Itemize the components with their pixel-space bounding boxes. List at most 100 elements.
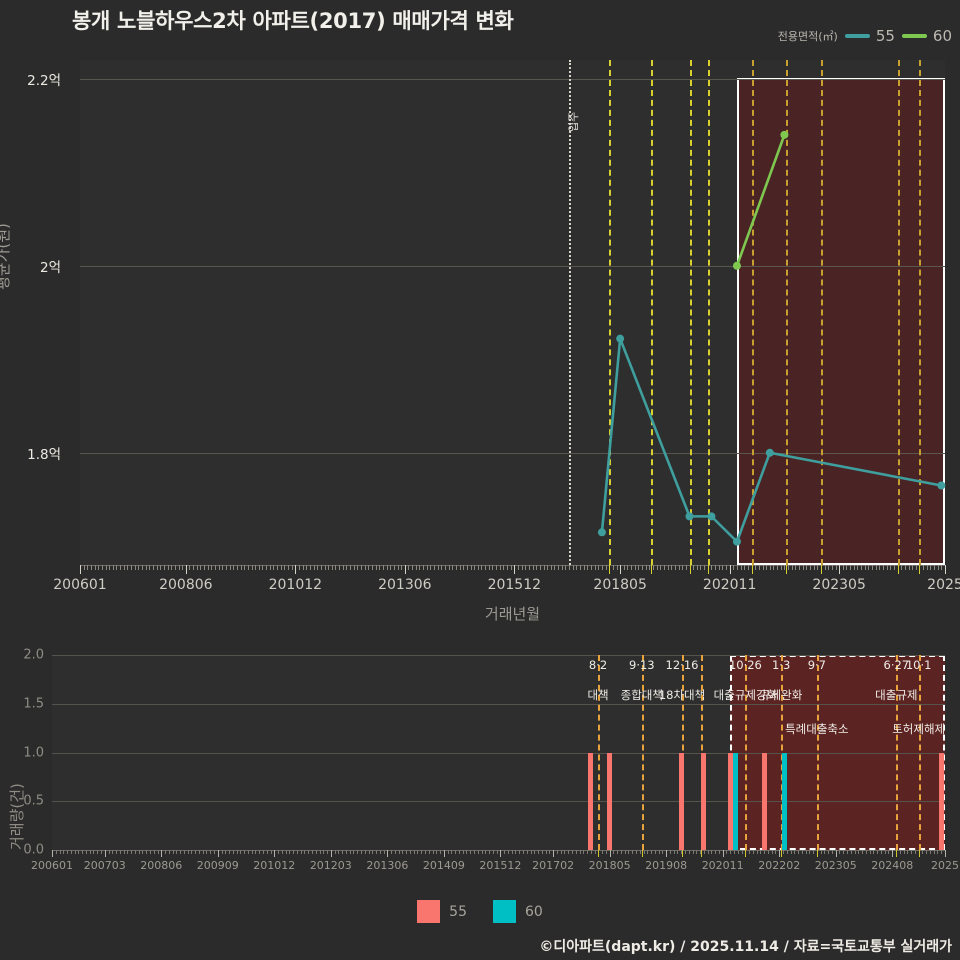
price-x-tick [828, 565, 830, 570]
price-x-tick [236, 565, 238, 570]
volume-x-tick [737, 850, 739, 854]
volume-x-tick [293, 850, 295, 854]
price-x-tick [357, 565, 359, 570]
volume-bar-55[interactable] [607, 752, 613, 850]
volume-x-tick [97, 850, 99, 854]
price-x-tick [868, 565, 870, 570]
volume-x-tick [489, 850, 491, 854]
volume-legend-item-55[interactable]: 55 [417, 900, 467, 923]
price-x-tick-label: 201805 [593, 577, 647, 593]
price-x-tick [390, 565, 392, 570]
price-x-tick [671, 565, 673, 570]
volume-x-tick [74, 850, 76, 854]
price-point-55[interactable] [707, 512, 716, 521]
volume-x-tick [168, 850, 170, 854]
volume-x-tick [805, 850, 807, 854]
volume-x-tick [703, 850, 705, 854]
volume-x-tick [651, 850, 653, 854]
price-x-tick [496, 565, 498, 570]
price-x-tick [824, 565, 826, 570]
price-x-tick [809, 565, 811, 570]
volume-x-tick-label: 200909 [196, 859, 239, 872]
price-point-55[interactable] [732, 537, 741, 546]
volume-x-tick [556, 850, 558, 854]
volume-x-tick [462, 850, 464, 854]
volume-x-tick-major [161, 850, 163, 857]
price-x-tick [912, 565, 914, 570]
volume-x-tick [696, 850, 698, 854]
price-x-tick [90, 565, 92, 570]
volume-x-tick [760, 850, 762, 854]
volume-y-tick-label: 1.0 [23, 745, 44, 760]
price-point-55[interactable] [597, 528, 606, 537]
volume-x-tick [937, 850, 939, 854]
price-x-tick [882, 565, 884, 570]
volume-x-tick [270, 850, 272, 854]
volume-x-tick [409, 850, 411, 854]
volume-x-tick [319, 850, 321, 854]
volume-x-tick [749, 850, 751, 854]
price-x-tick [678, 565, 680, 570]
volume-x-tick [914, 850, 916, 854]
volume-bar-60[interactable] [732, 752, 738, 850]
price-x-tick [543, 565, 545, 570]
volume-bar-55[interactable] [938, 752, 944, 850]
price-x-tick [660, 565, 662, 570]
price-point-55[interactable] [685, 512, 694, 521]
volume-x-tick [658, 850, 660, 854]
volume-bar-55[interactable] [727, 752, 733, 850]
price-x-tick [791, 565, 793, 570]
price-x-tick-label: 2025 [927, 577, 960, 593]
volume-legend-item-60[interactable]: 60 [493, 900, 543, 923]
price-x-tick [850, 565, 852, 570]
volume-x-tick [85, 850, 87, 854]
price-x-tick [211, 565, 213, 570]
volume-x-tick [263, 850, 264, 854]
price-x-tick [649, 565, 651, 570]
price-x-tick [196, 565, 198, 570]
volume-x-tick-label: 201203 [309, 859, 352, 872]
volume-bar-55[interactable] [588, 752, 594, 850]
price-point-60[interactable] [732, 261, 741, 270]
policy-annotation-text: 규제완화 [759, 688, 803, 702]
price-point-55[interactable] [616, 334, 625, 343]
price-point-55[interactable] [765, 448, 774, 457]
volume-x-tick [741, 850, 743, 854]
volume-bar-60[interactable] [781, 752, 787, 850]
price-x-tick [200, 565, 202, 570]
volume-x-tick [466, 850, 468, 854]
volume-bar-55[interactable] [701, 752, 707, 850]
price-x-tick [258, 565, 260, 570]
policy-x-tick-volume [918, 850, 920, 857]
volume-bar-55[interactable] [678, 752, 684, 850]
price-x-tick [532, 565, 534, 570]
price-x-tick [802, 565, 804, 570]
price-x-tick [656, 565, 658, 570]
price-x-tick [689, 565, 691, 570]
volume-x-tick [67, 850, 69, 854]
volume-x-tick [847, 850, 849, 854]
policy-x-tick [751, 565, 753, 574]
price-x-tick [762, 565, 764, 570]
volume-x-tick [926, 850, 928, 854]
volume-x-tick-major [892, 850, 894, 857]
volume-x-tick [383, 850, 385, 854]
legend-item-55[interactable]: 55 [844, 27, 895, 45]
price-point-55[interactable] [937, 481, 946, 490]
volume-x-tick [711, 850, 713, 854]
price-x-tick [280, 565, 282, 570]
legend-item-60[interactable]: 60 [901, 27, 952, 45]
price-x-tick [218, 565, 220, 570]
price-x-tick [766, 565, 768, 570]
volume-legend-label-60: 60 [525, 903, 543, 920]
volume-x-tick-major [443, 850, 445, 857]
policy-x-tick [820, 565, 822, 574]
volume-x-tick [575, 850, 577, 854]
volume-x-tick [112, 850, 114, 854]
volume-legend-label-55: 55 [449, 903, 467, 920]
volume-bar-55[interactable] [761, 752, 767, 850]
price-point-60[interactable] [780, 130, 789, 139]
volume-x-tick-label: 2025 [931, 859, 959, 872]
volume-x-tick [568, 850, 570, 854]
volume-x-tick [357, 850, 359, 854]
